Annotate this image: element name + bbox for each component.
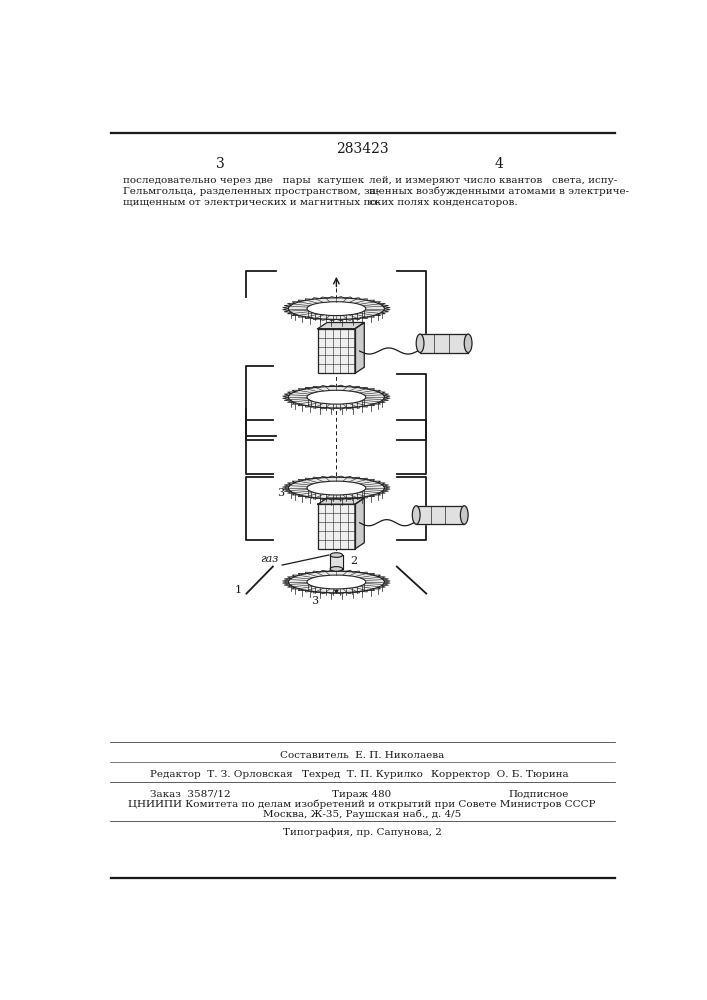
Text: Типография, пр. Сапунова, 2: Типография, пр. Сапунова, 2 bbox=[283, 828, 441, 837]
Text: Гельмгольца, разделенных пространством, за-: Гельмгольца, разделенных пространством, … bbox=[123, 187, 380, 196]
Text: Подписное: Подписное bbox=[508, 790, 569, 799]
Polygon shape bbox=[288, 298, 385, 319]
Polygon shape bbox=[307, 390, 366, 404]
Text: Корректор  О. Б. Тюрина: Корректор О. Б. Тюрина bbox=[431, 770, 569, 779]
Text: Техред  Т. П. Курилко: Техред Т. П. Курилко bbox=[301, 770, 422, 779]
Text: Заказ  3587/12: Заказ 3587/12 bbox=[151, 790, 231, 799]
Polygon shape bbox=[317, 504, 355, 549]
Polygon shape bbox=[330, 555, 343, 569]
Text: 3: 3 bbox=[277, 488, 284, 498]
Text: ских полях конденсаторов.: ских полях конденсаторов. bbox=[369, 198, 518, 207]
Polygon shape bbox=[307, 575, 366, 589]
Text: 1: 1 bbox=[235, 585, 242, 595]
Ellipse shape bbox=[412, 506, 420, 524]
Polygon shape bbox=[420, 334, 468, 353]
Text: ЦНИИПИ Комитета по делам изобретений и открытий при Совете Министров СССР: ЦНИИПИ Комитета по делам изобретений и о… bbox=[128, 800, 596, 809]
Text: щенных возбужденными атомами в электриче-: щенных возбужденными атомами в электриче… bbox=[369, 187, 629, 196]
Text: газ: газ bbox=[260, 554, 279, 564]
Text: 3: 3 bbox=[216, 157, 225, 171]
Polygon shape bbox=[317, 498, 364, 504]
Text: Тираж 480: Тираж 480 bbox=[332, 790, 392, 799]
Polygon shape bbox=[288, 477, 385, 499]
Text: 3: 3 bbox=[311, 596, 318, 606]
Ellipse shape bbox=[416, 334, 424, 353]
Text: Составитель  Е. П. Николаева: Составитель Е. П. Николаева bbox=[280, 751, 444, 760]
Polygon shape bbox=[288, 571, 385, 593]
Text: последовательно через две   пары  катушек: последовательно через две пары катушек bbox=[123, 176, 364, 185]
Ellipse shape bbox=[464, 334, 472, 353]
Polygon shape bbox=[288, 386, 385, 408]
Polygon shape bbox=[355, 498, 364, 549]
Ellipse shape bbox=[330, 553, 343, 557]
Polygon shape bbox=[416, 506, 464, 524]
Polygon shape bbox=[317, 323, 364, 329]
Ellipse shape bbox=[460, 506, 468, 524]
Text: 2: 2 bbox=[351, 556, 358, 566]
Text: щищенным от электрических и магнитных по-: щищенным от электрических и магнитных по… bbox=[123, 198, 380, 207]
Polygon shape bbox=[307, 481, 366, 495]
Text: 283423: 283423 bbox=[336, 142, 388, 156]
Polygon shape bbox=[307, 302, 366, 316]
Text: 4: 4 bbox=[495, 157, 503, 171]
Text: лей, и измеряют число квантов   света, испу-: лей, и измеряют число квантов света, исп… bbox=[369, 176, 617, 185]
Text: Редактор  Т. З. Орловская: Редактор Т. З. Орловская bbox=[151, 770, 293, 779]
Polygon shape bbox=[317, 329, 355, 373]
Text: Москва, Ж-35, Раушская наб., д. 4/5: Москва, Ж-35, Раушская наб., д. 4/5 bbox=[263, 810, 461, 819]
Ellipse shape bbox=[330, 567, 343, 571]
Polygon shape bbox=[355, 323, 364, 373]
